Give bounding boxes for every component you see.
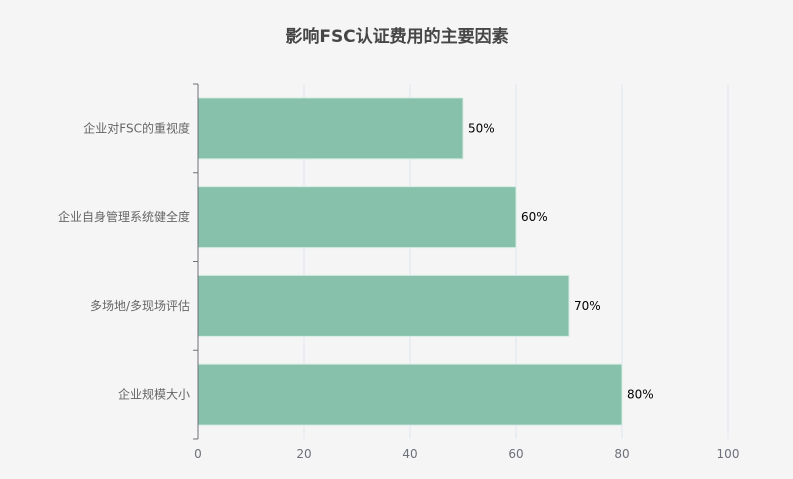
bar <box>197 363 623 426</box>
data-label: 50% <box>468 121 495 135</box>
bar <box>197 274 570 337</box>
bar <box>197 97 464 160</box>
category-label: 多场地/多现场评估 <box>90 299 190 313</box>
data-label: 80% <box>627 388 654 402</box>
x-tick-label: 60 <box>508 447 523 461</box>
x-tick-label: 0 <box>194 447 202 461</box>
data-label: 60% <box>521 210 548 224</box>
x-tick-label: 100 <box>717 447 740 461</box>
x-tick-label: 20 <box>296 447 311 461</box>
category-label: 企业规模大小 <box>118 387 190 402</box>
data-label: 70% <box>574 299 601 313</box>
chart-title: 影响FSC认证费用的主要因素 <box>285 26 508 47</box>
x-tick-label: 80 <box>614 447 629 461</box>
bar <box>197 186 517 249</box>
category-label: 企业对FSC的重视度 <box>83 120 190 135</box>
x-tick-label: 40 <box>402 447 417 461</box>
category-label: 企业自身管理系统健全度 <box>58 209 190 224</box>
